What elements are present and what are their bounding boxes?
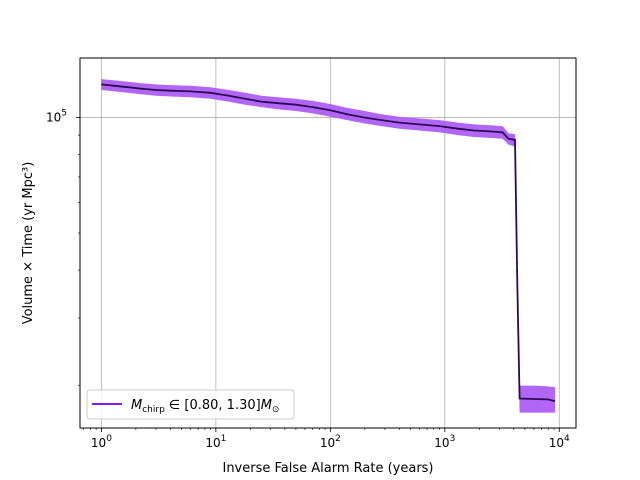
y-tick-label: 105: [46, 109, 67, 125]
x-tick-label: 103: [434, 434, 455, 450]
legend: Mchirp ∈ [0.80, 1.30]M⊙: [86, 389, 295, 420]
x-tick-label: 100: [91, 434, 112, 450]
legend-label: Mchirp ∈ [0.80, 1.30]M⊙: [131, 398, 279, 415]
x-tick-label: 104: [549, 434, 570, 450]
legend-box: [86, 389, 295, 420]
ticks: 100 101 102 103 104 105: [46, 109, 570, 450]
series-line: [101, 83, 556, 403]
x-tick-label: 101: [205, 434, 226, 450]
legend-subscript-sun: ⊙: [272, 405, 280, 415]
legend-symbol-m-unit: M: [261, 398, 272, 413]
legend-subscript-chirp: chirp: [142, 405, 165, 415]
y-axis-label: Volume × Time (yr Mpc³): [21, 162, 36, 325]
legend-range: ∈ [0.80, 1.30]: [165, 398, 261, 413]
grid: [80, 58, 576, 428]
plot-frame: [79, 57, 577, 429]
x-axis-label: Inverse False Alarm Rate (years): [222, 461, 433, 476]
x-tick-label: 102: [320, 434, 341, 450]
legend-symbol-m: M: [131, 398, 142, 413]
series-line-layer: [101, 83, 556, 403]
